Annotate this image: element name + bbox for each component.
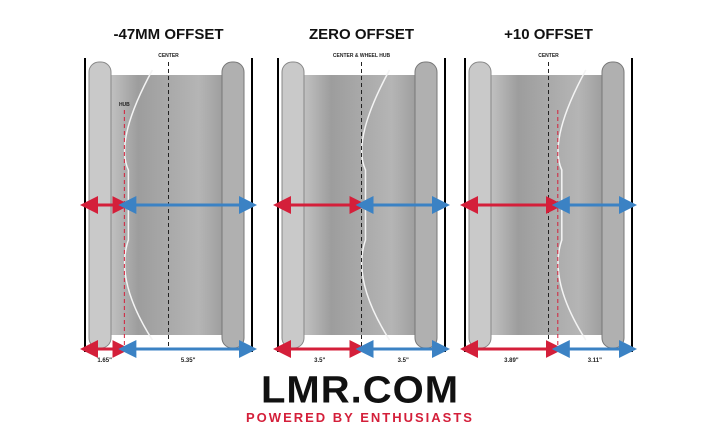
- frontspacing-value: 5.35": [181, 358, 196, 364]
- panel-title: +10 OFFSET: [504, 26, 593, 43]
- logo-tagline: POWERED BY ENTHUSIASTS: [246, 410, 474, 425]
- frontspacing-value: 3.11": [588, 358, 602, 364]
- panel-title: -47MM OFFSET: [113, 26, 223, 43]
- frontspacing-value: 3.5": [398, 358, 409, 364]
- lmr-logo: LMR.COM: [260, 369, 460, 411]
- wheel-panel-2: ZERO OFFSET CENTER & WHEEL HUB 3.5" 3.5": [273, 26, 450, 364]
- hub-label: HUB: [119, 102, 130, 108]
- backspacing-value: 3.89": [504, 358, 519, 364]
- center-label: CENTER: [538, 53, 559, 59]
- wheel-panel-1: -47MM OFFSET CENTER HUB 1.65" 5.35": [80, 26, 257, 364]
- wheel-panel-3: +10 OFFSET CENTER 3.89" 3.11": [460, 26, 637, 364]
- center-label: CENTER: [158, 53, 179, 59]
- backspacing-value: 1.65": [97, 358, 112, 364]
- center-label: CENTER & WHEEL HUB: [333, 53, 391, 59]
- panel-title: ZERO OFFSET: [309, 26, 414, 43]
- backspacing-value: 3.5": [314, 358, 325, 364]
